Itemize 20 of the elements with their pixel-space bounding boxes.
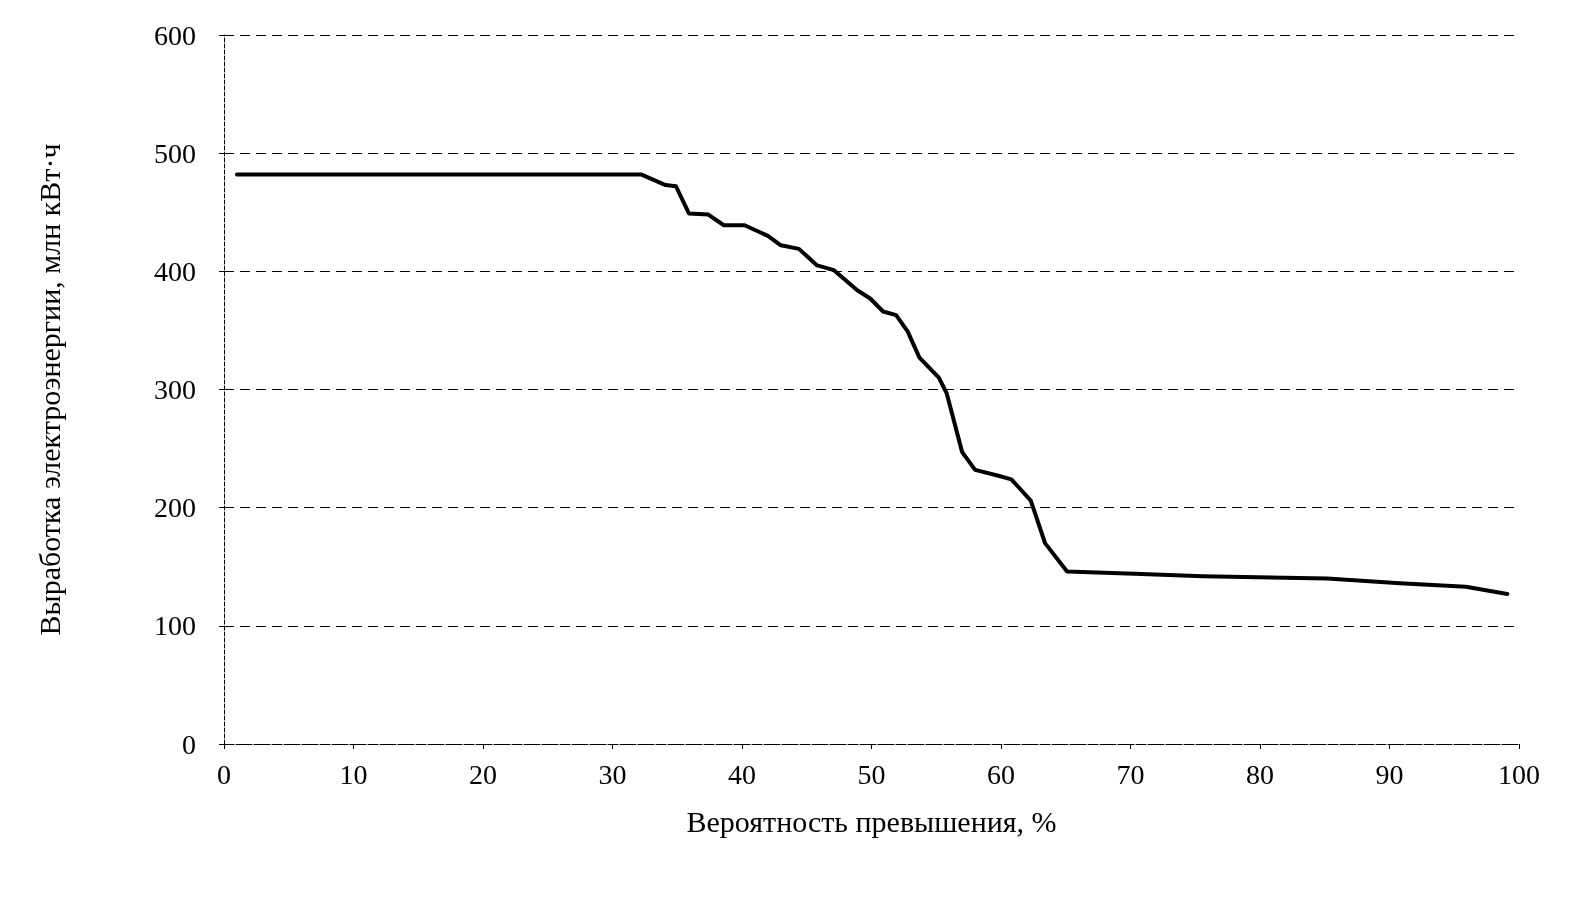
x-tick-label: 80 — [1246, 758, 1274, 790]
x-tick-label: 90 — [1375, 758, 1404, 790]
x-tick-label: 60 — [987, 758, 1015, 790]
x-axis-title: Вероятность превышения, % — [686, 804, 1057, 838]
y-axis-title: Выработка электроэнергии, млн кВт·ч — [32, 143, 66, 636]
x-tick-label: 70 — [1116, 758, 1145, 790]
x-tick-label: 20 — [469, 758, 497, 790]
y-tick-label: 300 — [154, 374, 196, 405]
y-tick-label: 200 — [154, 492, 196, 524]
y-tick-label: 500 — [154, 137, 196, 169]
x-tick-label: 0 — [217, 758, 231, 790]
y-tick-label: 400 — [154, 255, 196, 287]
x-tick-label: 10 — [339, 758, 368, 790]
x-tick-label: 30 — [598, 758, 627, 790]
y-tick-label: 0 — [182, 728, 196, 760]
x-tick-label: 100 — [1498, 758, 1540, 790]
x-tick-label: 50 — [857, 758, 886, 790]
x-tick-label: 40 — [728, 758, 756, 790]
y-tick-label: 100 — [154, 610, 196, 642]
y-tick-label: 600 — [154, 19, 196, 51]
